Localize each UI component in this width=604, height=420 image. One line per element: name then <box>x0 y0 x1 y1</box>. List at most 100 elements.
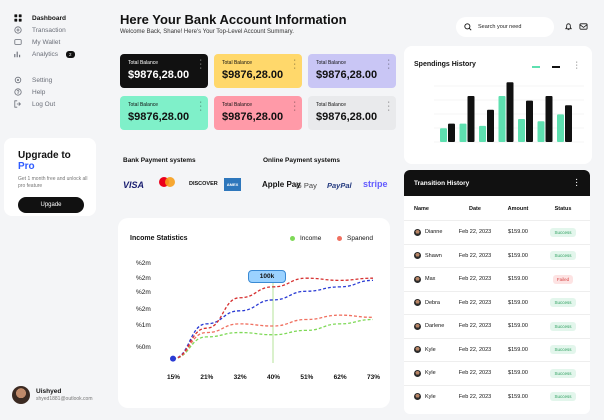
status-badge: Success <box>550 368 576 378</box>
sidebar-item-help[interactable]: Help <box>14 86 96 98</box>
status-badge: Success <box>550 227 576 237</box>
sidebar-item-label: Transaction <box>32 26 66 34</box>
upgrade-title: Upgrade to Pro <box>18 150 71 172</box>
table-row[interactable]: Shawn Feb 22, 2023 $159.00 Success <box>404 243 590 268</box>
row-date: Feb 22, 2023 <box>458 276 492 283</box>
apple-pay-logo: Apple Pay <box>262 180 301 189</box>
sidebar-item-dashboard[interactable]: Dashboard <box>14 12 96 24</box>
mastercard-logo <box>159 177 177 191</box>
balance-label: Total Balance <box>222 60 253 66</box>
discover-logo: DISCOVER <box>189 181 218 187</box>
search-bar[interactable] <box>456 17 554 37</box>
bell-icon[interactable] <box>564 22 573 31</box>
spendings-bar-chart <box>434 82 584 143</box>
avatar <box>414 322 421 330</box>
upgrade-text: Get 1 month free and unlock all pro feat… <box>18 176 88 189</box>
balance-card[interactable]: Total Balance $9876,28.00 · · · <box>308 54 396 88</box>
sidebar-item-label: Analytics <box>32 50 59 58</box>
bar <box>545 96 553 142</box>
balance-label: Total Balance <box>316 102 347 108</box>
search-icon <box>464 23 472 31</box>
more-icon[interactable]: · · · <box>387 99 390 114</box>
sidebar-item-analytics[interactable]: Analytics 2 <box>14 48 96 60</box>
user-profile[interactable]: Uishyed shyed1881@outlook.com <box>12 386 93 404</box>
income-title: Income Statistics <box>130 235 188 242</box>
balance-value: $9876,28.00 <box>222 111 284 123</box>
table-row[interactable]: Darlene Feb 22, 2023 $159.00 Success <box>404 314 590 338</box>
y-tick-label: %2m <box>136 306 151 313</box>
upgrade-button[interactable]: Upgade <box>18 197 84 213</box>
more-icon[interactable]: · · · <box>293 57 296 72</box>
row-date: Feb 22, 2023 <box>458 393 492 400</box>
series-line-0 <box>172 318 374 360</box>
origin-point <box>170 355 176 362</box>
table-row[interactable]: Kyle Feb 22, 2023 $159.00 Success <box>404 337 590 362</box>
legend-spend: Spanend <box>337 235 373 242</box>
more-icon[interactable]: · · · <box>199 57 202 72</box>
avatar <box>414 369 421 377</box>
y-tick-label: %0m <box>136 344 151 351</box>
sidebar-item-logout[interactable]: Log Out <box>14 98 96 110</box>
bar <box>518 119 525 142</box>
logout-icon <box>14 100 22 108</box>
row-name: Kyle <box>425 393 436 400</box>
balance-card[interactable]: Total Balance $9876,28.00 · · · <box>214 54 302 88</box>
table-row[interactable]: Debra Feb 22, 2023 $159.00 Success <box>404 290 590 315</box>
upgrade-card: Upgrade to Pro Get 1 month free and unlo… <box>4 138 96 216</box>
balance-value: $9876,28.00 <box>128 111 190 123</box>
x-tick-label: 21% <box>200 374 214 381</box>
stripe-logo: stripe <box>363 179 388 189</box>
balance-label: Total Balance <box>222 102 253 108</box>
more-icon[interactable]: · · · <box>575 177 578 190</box>
page-title: Here Your Bank Account Information <box>120 12 347 27</box>
mail-icon[interactable] <box>579 22 588 31</box>
grid-icon <box>14 14 22 22</box>
avatar <box>12 386 30 404</box>
legend-swatch-black <box>552 66 560 68</box>
table-row[interactable]: Kyle Feb 22, 2023 $159.00 Success <box>404 384 590 409</box>
sidebar-item-label: My Wallet <box>32 38 61 46</box>
bar <box>506 82 514 142</box>
transaction-history-panel: Transition History · · · Name Date Amount … <box>404 170 590 414</box>
row-amount: $159.00 <box>508 252 528 259</box>
paypal-logo: PayPal <box>327 181 352 190</box>
row-date: Feb 22, 2023 <box>458 299 492 306</box>
table-row[interactable]: Kyle Feb 22, 2023 $159.00 Success <box>404 361 590 385</box>
balance-card[interactable]: Total Balance $9876,28.00 · · · <box>214 96 302 130</box>
google-pay-logo: G Pay <box>296 181 317 190</box>
sidebar-item-label: Help <box>32 88 46 96</box>
x-tick-label: 40% <box>267 374 281 381</box>
spendings-title: Spendings History <box>414 61 476 68</box>
analytics-icon <box>14 50 22 58</box>
table-header: Name Date Amount Status <box>404 198 590 220</box>
income-statistics-panel: Income Statistics Income Spanend 100k %2… <box>118 218 390 408</box>
row-amount: $159.00 <box>508 370 528 377</box>
more-icon[interactable]: · · · <box>293 99 296 114</box>
table-row[interactable]: Max Feb 22, 2023 $159.00 Failed <box>404 267 590 291</box>
table-row[interactable]: Dianne Feb 22, 2023 $159.00 Success <box>404 220 590 244</box>
sidebar-item-wallet[interactable]: My Wallet <box>14 36 96 48</box>
bar <box>440 128 447 142</box>
more-icon[interactable]: · · · <box>199 99 202 114</box>
x-tick-label: 15% <box>167 374 181 381</box>
y-tick-label: %1m <box>136 322 151 329</box>
x-tick-label: 62% <box>333 374 347 381</box>
search-input[interactable] <box>478 24 548 30</box>
balance-value: $9876,28.00 <box>316 69 378 81</box>
bar <box>467 96 475 142</box>
more-icon[interactable]: · · · <box>575 59 578 72</box>
bar <box>487 109 494 142</box>
balance-card[interactable]: Total Balance $9876,28.00 · · · <box>120 54 208 88</box>
bar <box>565 105 572 142</box>
avatar <box>414 346 421 354</box>
sidebar-item-transaction[interactable]: Transaction <box>14 24 96 36</box>
balance-card[interactable]: Total Balance $9876,28.00 · · · <box>120 96 208 130</box>
more-icon[interactable]: · · · <box>387 57 390 72</box>
balance-label: Total Balance <box>128 60 159 66</box>
balance-card[interactable]: Total Balance $9876,28.00 · · · <box>308 96 396 130</box>
page-subtitle: Welcome Back, Shane! Here's Your Top-Lev… <box>120 29 294 35</box>
row-amount: $159.00 <box>508 346 528 353</box>
help-icon <box>14 88 22 96</box>
sidebar-item-setting[interactable]: Setting <box>14 74 96 86</box>
row-amount: $159.00 <box>508 229 528 236</box>
